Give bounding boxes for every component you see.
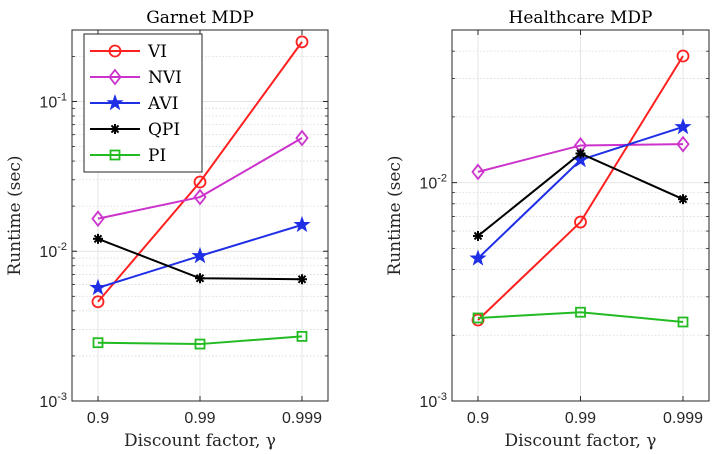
series-pi (472, 306, 689, 328)
data-point-vi-1 (471, 313, 485, 327)
data-point-vi-2 (574, 215, 587, 229)
legend-label: NVI (148, 68, 182, 88)
legend-item-nvi: NVI (90, 68, 182, 88)
asterisk-stroke (110, 124, 120, 134)
data-point-pi-1 (92, 337, 104, 349)
asterisk-stroke (576, 149, 585, 158)
y-tick-label: 10-3 (39, 391, 67, 411)
data-point-qpi-1 (93, 233, 103, 244)
series-avi (89, 215, 311, 296)
x-axis-label: Discount factor, γ (505, 431, 657, 451)
asterisk-stroke (195, 274, 205, 283)
data-point-qpi-2 (195, 273, 205, 284)
data-point-avi-2 (191, 246, 209, 264)
data-point-vi-3 (676, 49, 690, 63)
chart-title: Garnet MDP (146, 8, 254, 28)
legend-label: VI (147, 42, 167, 62)
data-point-pi-3 (677, 316, 689, 328)
data-point-avi-3 (674, 117, 692, 135)
asterisk-stroke (678, 194, 688, 204)
series-nvi (91, 129, 309, 228)
y-axis-label: Runtime (sec) (385, 155, 405, 275)
data-point-pi-3 (296, 330, 308, 342)
legend-marker-nvi (108, 68, 122, 86)
chart-panel-1: 0.9 0.99 0.999 10-3 10-2 10-1 Garnet MDP Discou… (5, 8, 329, 451)
legend-marker-avi (106, 93, 124, 111)
data-point-qpi-2 (575, 148, 586, 159)
y-axis-label: Runtime (sec) (5, 155, 25, 275)
y-tick-label: 10-2 (419, 173, 447, 193)
data-point-avi-3 (293, 215, 311, 233)
series-vi (471, 49, 690, 327)
data-point-nvi-2 (193, 188, 207, 206)
x-axis-label: Discount factor, γ (124, 431, 276, 451)
x-tick-label: 0.999 (663, 410, 703, 427)
data-point-vi-1 (91, 295, 105, 309)
x-tick-label: 0.999 (282, 410, 322, 427)
ticks (452, 30, 709, 402)
chart-title: Healthcare MDP (509, 8, 653, 28)
legend-item-qpi: QPI (90, 120, 180, 140)
series-qpi (93, 233, 307, 285)
series-line-pi (97, 335, 303, 346)
series-line-nvi (477, 143, 684, 173)
data-point-nvi-3 (676, 135, 690, 153)
asterisk-stroke (473, 231, 483, 241)
asterisk-stroke (93, 234, 103, 244)
series-qpi (473, 148, 688, 241)
legend-marker-qpi (110, 124, 120, 134)
x-tick-label: 0.99 (565, 410, 596, 427)
data-point-nvi-3 (295, 129, 309, 147)
data-point-pi-1 (472, 312, 484, 324)
data-point-qpi-3 (678, 194, 688, 205)
y-tick-label: 10-3 (419, 391, 447, 411)
asterisk-stroke (297, 275, 307, 284)
data-point-qpi-3 (297, 274, 307, 285)
data-point-vi-3 (295, 35, 309, 49)
legend-label: PI (148, 146, 166, 166)
legend-item-pi: PI (90, 146, 166, 166)
data-point-avi-1 (469, 249, 487, 266)
data-point-nvi-1 (471, 163, 485, 181)
series-pi (92, 330, 308, 350)
series-line-vi (97, 41, 303, 303)
data-point-nvi-1 (91, 210, 105, 228)
data-point-vi-2 (193, 175, 207, 189)
legend-marker-vi (108, 44, 122, 58)
data-point-pi-2 (575, 306, 586, 318)
legend-item-avi: AVI (90, 93, 178, 114)
data-point-qpi-1 (473, 230, 483, 241)
data-point-avi-1 (89, 278, 107, 296)
x-tick-label: 0.9 (87, 410, 109, 427)
chart-panel-2: 0.9 0.99 0.999 10-3 10-2 Healthcare MDP Discou… (385, 8, 710, 451)
series-line-nvi (97, 137, 303, 220)
series-line-pi (477, 311, 684, 324)
y-tick-label: 10-1 (39, 91, 67, 111)
legend-marker-pi (109, 149, 121, 161)
x-tick-label: 0.99 (184, 410, 215, 427)
legend: VI NVI AVI QPI PI (83, 33, 203, 173)
legend-label: QPI (148, 120, 180, 140)
x-tick-label: 0.9 (467, 410, 489, 427)
series-line-vi (477, 55, 684, 321)
data-point-pi-2 (194, 338, 206, 350)
legend-item-vi: VI (90, 42, 167, 62)
series-vi (91, 35, 309, 309)
legend-label: AVI (147, 94, 178, 114)
y-tick-label: 10-2 (39, 241, 67, 261)
